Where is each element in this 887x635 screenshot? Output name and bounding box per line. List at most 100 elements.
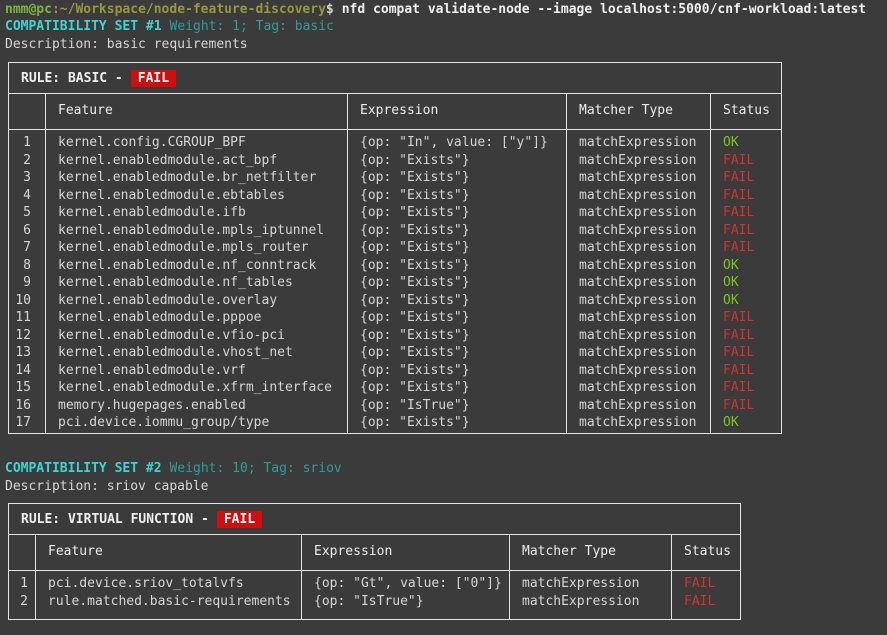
cell-feature: pci.device.sriov_totalvfs: [48, 576, 244, 591]
feature-column: pci.device.sriov_totalvfs rule.matched.ba…: [36, 571, 302, 619]
cell-feature: kernel.enabledmodule.mpls_router: [58, 240, 309, 255]
cell-status: FAIL: [723, 345, 755, 360]
cell-n: 1: [23, 135, 31, 150]
cell-matcher: matchExpression: [579, 170, 697, 185]
prompt-colon: :: [51, 2, 60, 17]
compat-set-1-title: COMPATIBILITY SET #1: [5, 19, 162, 34]
status-column: FAIL FAIL: [672, 571, 740, 619]
cell-n: 2: [23, 152, 31, 168]
cell-feature: kernel.enabledmodule.mpls_iptunnel: [58, 222, 325, 238]
cell-n: 12: [15, 327, 31, 343]
column-header-feature: Feature: [46, 94, 348, 129]
cell-feature: kernel.enabledmodule.br_netfilter: [58, 170, 317, 185]
cell-feature: kernel.enabledmodule.nf_tables: [58, 275, 293, 290]
cell-expression: {op: "Exists"}: [360, 222, 470, 238]
cell-n: 9: [23, 275, 31, 290]
cell-n: 2: [20, 593, 28, 609]
cell-expression: {op: "Exists"}: [360, 327, 470, 343]
compat-set-2-title: COMPATIBILITY SET #2: [5, 461, 162, 476]
column-header-index: [9, 535, 36, 570]
cell-feature: memory.hugepages.enabled: [58, 397, 246, 413]
cell-expression: {op: "Exists"}: [360, 170, 470, 185]
cell-status: OK: [723, 292, 739, 308]
cell-status: FAIL: [684, 593, 716, 609]
cell-expression: {op: "Gt", value: ["0"]}: [314, 576, 502, 591]
cell-matcher: matchExpression: [522, 593, 640, 609]
column-header-expression: Expression: [348, 94, 567, 129]
cell-n: 6: [23, 222, 31, 238]
cell-matcher: matchExpression: [579, 222, 697, 238]
cell-status: FAIL: [723, 310, 755, 325]
shell-prompt-line: nmm@pc:~/Workspace/node-feature-discover…: [5, 1, 866, 18]
matcher-type-column: matchExpression matchExpression matchExpre…: [567, 130, 711, 433]
cell-matcher: matchExpression: [579, 152, 697, 168]
prompt-path: ~/Workspace/node-feature-discovery: [59, 2, 326, 17]
cell-status: FAIL: [723, 397, 755, 413]
table-header-row: Feature Expression Matcher Type Status: [9, 535, 740, 571]
cell-expression: {op: "Exists"}: [360, 345, 470, 360]
cell-matcher: matchExpression: [579, 362, 697, 378]
table-header-row: Feature Expression Matcher Type Status: [9, 94, 781, 130]
cell-n: 11: [15, 310, 31, 325]
compat-set-2-heading: COMPATIBILITY SET #2 Weight: 10; Tag: sri…: [5, 460, 342, 477]
cell-expression: {op: "IsTrue"}: [314, 593, 424, 609]
compat-set-2-meta: Weight: 10; Tag: sriov: [169, 461, 342, 476]
column-header-expression: Expression: [302, 535, 510, 570]
prompt-dollar: $: [325, 2, 334, 17]
column-header-index: [9, 94, 46, 129]
matcher-type-column: matchExpression matchExpression: [510, 571, 672, 619]
cell-expression: {op: "Exists"}: [360, 310, 470, 325]
cell-feature: kernel.enabledmodule.vfio-pci: [58, 327, 285, 343]
cell-expression: {op: "Exists"}: [360, 275, 470, 290]
compat-set-1-description: Description: basic requirements: [5, 37, 248, 52]
prompt-user-host: nmm@pc: [5, 2, 52, 17]
cell-status: OK: [723, 135, 739, 150]
cell-matcher: matchExpression: [579, 135, 697, 150]
cell-expression: {op: "Exists"}: [360, 257, 470, 273]
cell-expression: {op: "Exists"}: [360, 292, 470, 308]
cell-feature: kernel.enabledmodule.pppoe: [58, 310, 262, 325]
cell-feature: kernel.enabledmodule.vrf: [58, 362, 246, 378]
cell-n: 1: [20, 576, 28, 591]
cell-n: 17: [15, 415, 31, 430]
cell-status: FAIL: [723, 222, 755, 238]
cell-matcher: matchExpression: [579, 415, 697, 430]
feature-column: kernel.config.CGROUP_BPF kernel.enabledmo…: [46, 130, 348, 433]
expression-column: {op: "Gt", value: ["0"]} {op: "IsTrue"}: [302, 571, 510, 619]
index-column: 1 2 3 4 5 6 7 8 9 10 11 12 13 14 15 16 17: [9, 130, 46, 433]
cell-matcher: matchExpression: [522, 576, 640, 591]
cell-feature: kernel.enabledmodule.overlay: [58, 292, 278, 308]
rule-header-basic: RULE: BASIC - FAIL: [9, 63, 781, 94]
cell-n: 5: [23, 205, 31, 220]
cell-feature: kernel.enabledmodule.xfrm_interface: [58, 380, 332, 395]
cell-status: FAIL: [723, 170, 755, 185]
cell-n: 7: [23, 240, 31, 255]
column-header-feature: Feature: [36, 535, 302, 570]
rule-status-badge: FAIL: [130, 69, 177, 87]
cell-matcher: matchExpression: [579, 257, 697, 273]
cell-matcher: matchExpression: [579, 292, 697, 308]
cell-status: OK: [723, 415, 739, 430]
column-header-matcher-type: Matcher Type: [567, 94, 711, 129]
shell-command: nfd compat validate-node --image localho…: [341, 2, 867, 17]
cell-status: FAIL: [723, 327, 755, 343]
expression-column: {op: "In", value: ["y"]} {op: "Exists"} {o…: [348, 130, 567, 433]
cell-matcher: matchExpression: [579, 187, 697, 203]
cell-n: 13: [15, 345, 31, 360]
cell-status: OK: [723, 257, 739, 273]
cell-matcher: matchExpression: [579, 345, 697, 360]
table-body: 1 2 pci.device.sriov_totalvfs rule.matched…: [9, 571, 740, 619]
cell-matcher: matchExpression: [579, 310, 697, 325]
compat-set-1-heading: COMPATIBILITY SET #1 Weight: 1; Tag: basi…: [5, 18, 334, 35]
rule-label: RULE: VIRTUAL FUNCTION -: [21, 511, 209, 527]
cell-matcher: matchExpression: [579, 327, 697, 343]
cell-expression: {op: "Exists"}: [360, 240, 470, 255]
cell-n: 16: [15, 397, 31, 413]
cell-status: FAIL: [684, 576, 716, 591]
compat-set-1-meta: Weight: 1; Tag: basic: [169, 19, 334, 34]
cell-n: 10: [15, 292, 31, 308]
cell-n: 8: [23, 257, 31, 273]
cell-n: 3: [23, 170, 31, 185]
cell-status: FAIL: [723, 240, 755, 255]
